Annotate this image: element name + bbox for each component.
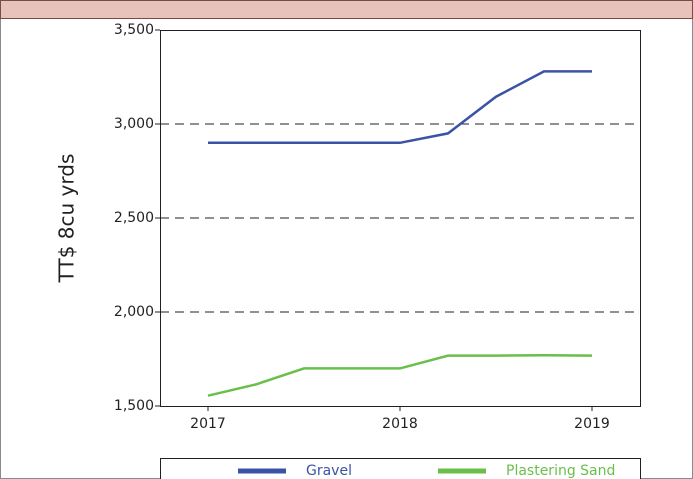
y-tick-label: 2,500 bbox=[114, 210, 154, 226]
series-line bbox=[207, 353, 593, 397]
legend-label: Gravel bbox=[306, 463, 352, 479]
x-tick-label: 2018 bbox=[382, 416, 418, 432]
y-axis-label: TT$ 8cu yrds bbox=[55, 154, 79, 284]
legend-label: Plastering Sand bbox=[506, 463, 615, 479]
y-tick-label: 2,000 bbox=[114, 304, 154, 320]
x-tick-label: 2017 bbox=[190, 416, 226, 432]
header-bar bbox=[0, 0, 693, 19]
legend-box bbox=[160, 458, 641, 479]
plot-border bbox=[160, 30, 641, 407]
y-tick-label: 1,500 bbox=[114, 398, 154, 414]
y-tick-label: 3,000 bbox=[114, 116, 154, 132]
x-tick-label: 2019 bbox=[574, 416, 610, 432]
series-line bbox=[208, 70, 592, 145]
y-tick-label: 3,500 bbox=[114, 22, 154, 38]
